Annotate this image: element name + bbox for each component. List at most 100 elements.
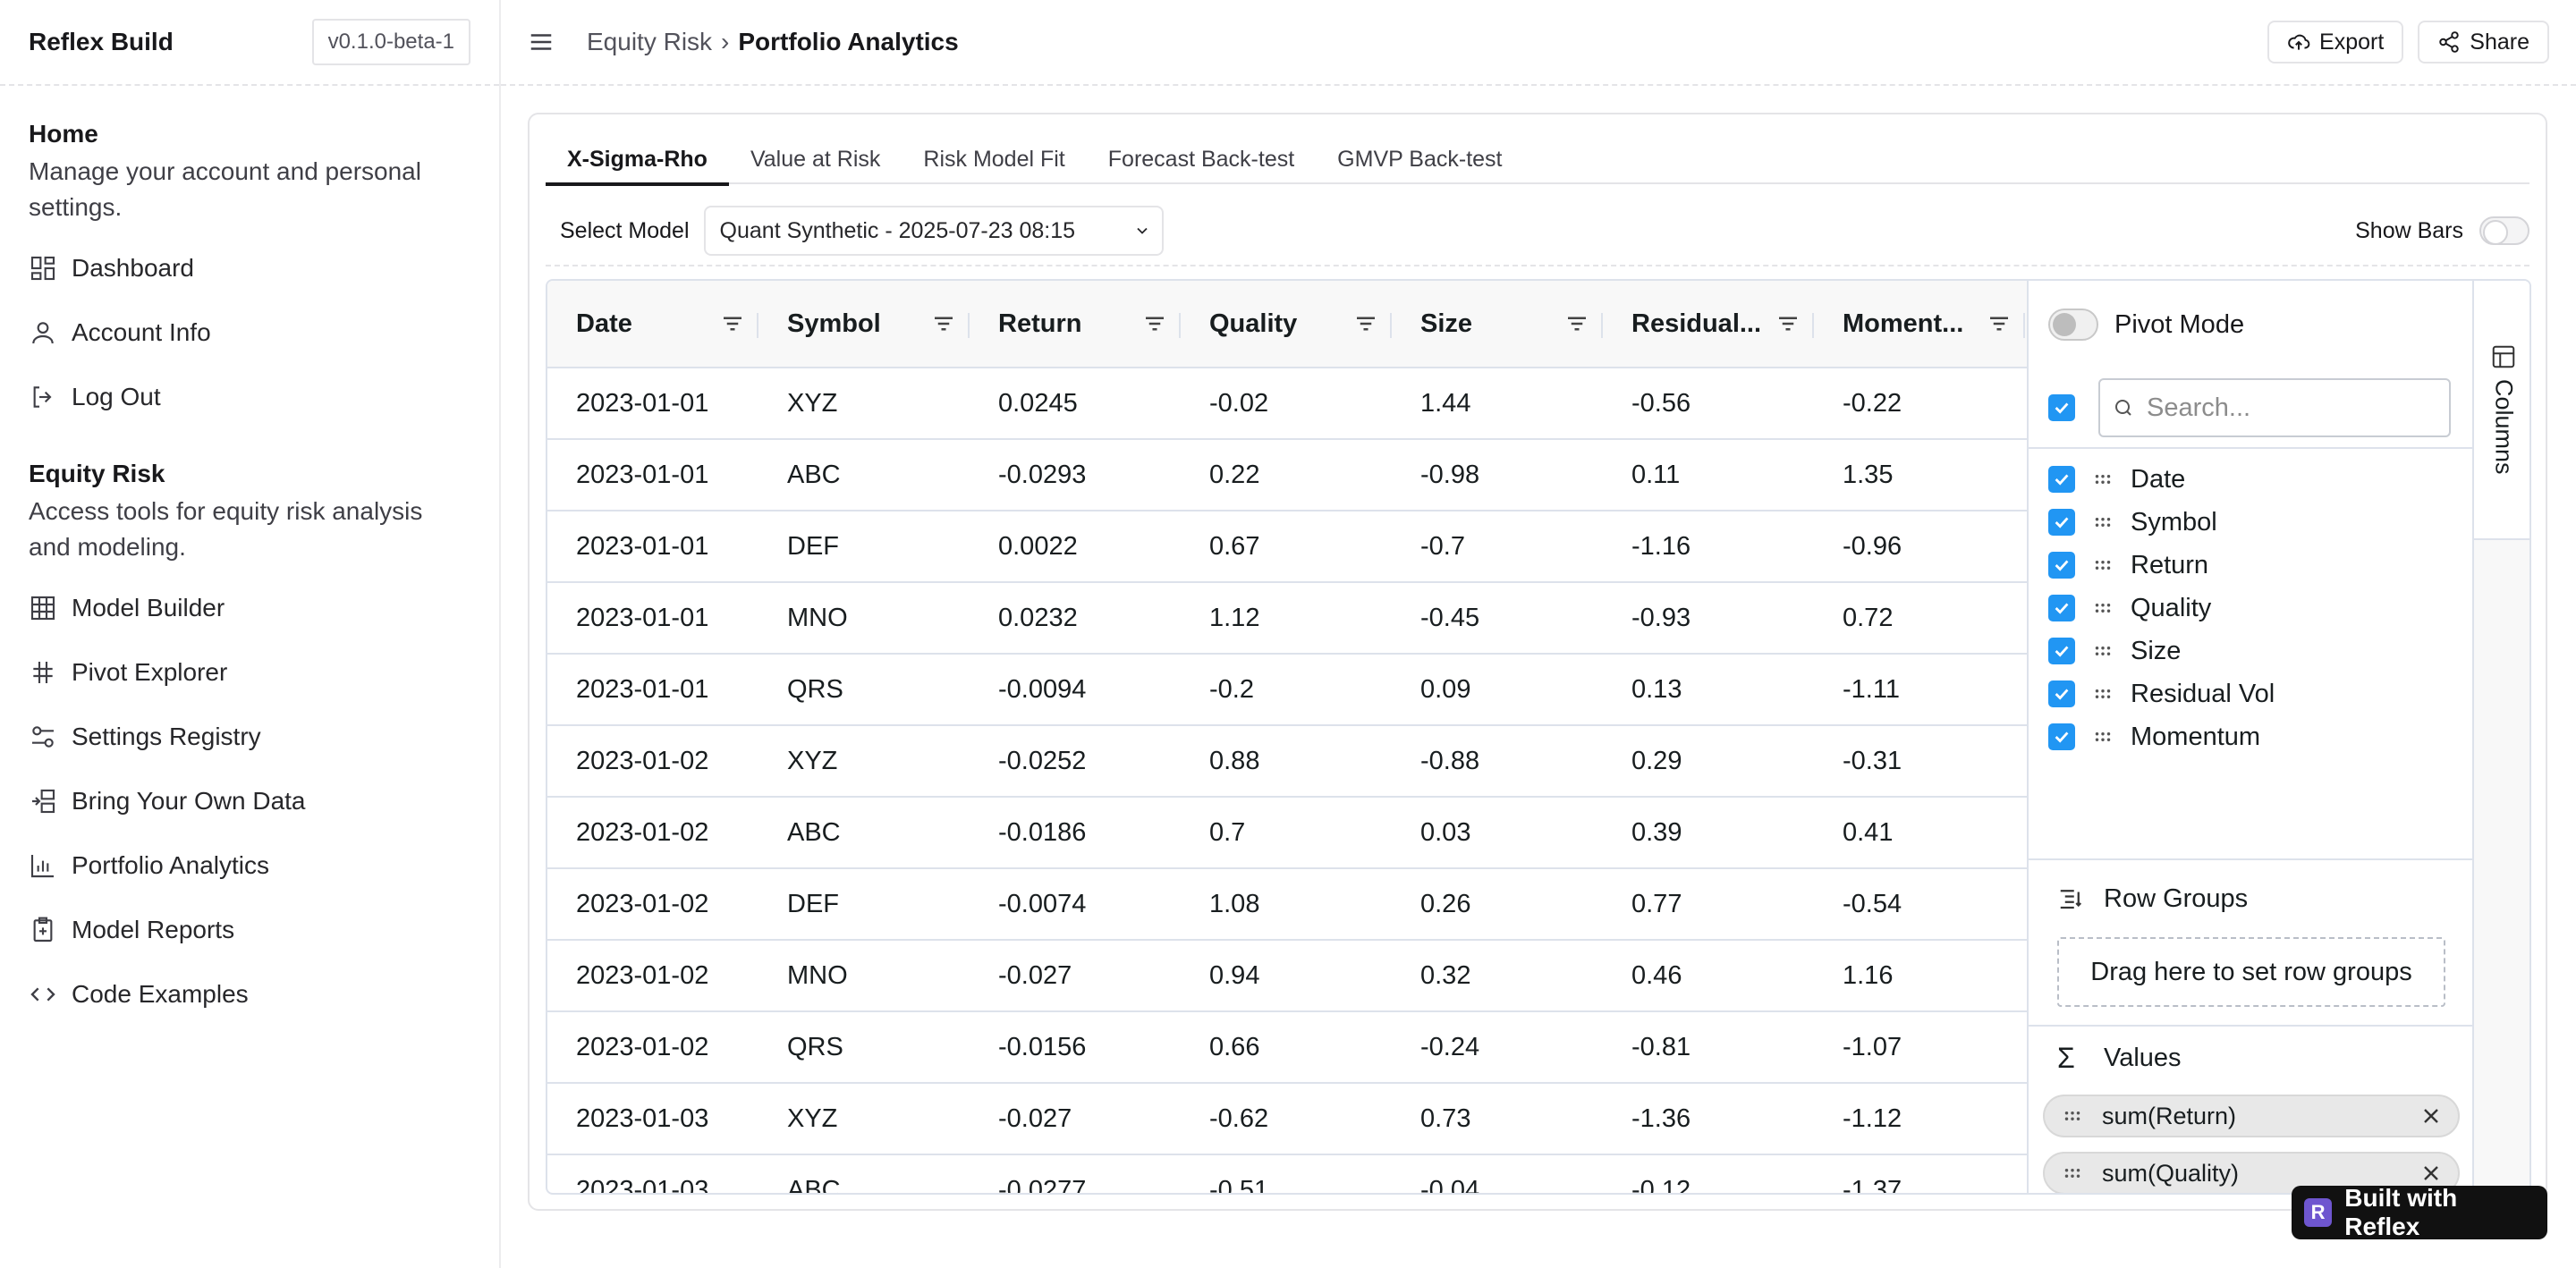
table-cell[interactable]: 0.22 [1209, 460, 1260, 489]
menu-icon[interactable] [528, 29, 555, 55]
table-cell[interactable]: 0.41 [1843, 817, 1894, 847]
app-brand[interactable]: Reflex Build [29, 28, 174, 55]
sidebar-item-pivot-explorer[interactable]: Pivot Explorer [29, 640, 470, 705]
table-row[interactable]: 2023-01-01 XYZ 0.0245 -0.02 1.44 -0.56 -0.22 [547, 368, 2030, 440]
table-cell[interactable]: 0.09 [1420, 674, 1471, 704]
table-cell[interactable]: 2023-01-02 [576, 817, 709, 847]
table-cell[interactable]: -0.54 [1843, 889, 1902, 918]
table-cell[interactable]: 0.94 [1209, 960, 1260, 990]
table-row[interactable]: 2023-01-01 QRS -0.0094 -0.2 0.09 0.13 -1.11 [547, 655, 2030, 726]
table-cell[interactable]: 0.29 [1631, 746, 1682, 775]
table-cell[interactable]: -0.02 [1209, 388, 1269, 418]
table-cell[interactable]: -0.12 [1631, 1175, 1691, 1195]
filter-icon[interactable] [930, 310, 957, 337]
table-cell[interactable]: -0.96 [1843, 531, 1902, 561]
table-cell[interactable]: -0.0094 [998, 674, 1087, 704]
table-cell[interactable]: -0.0156 [998, 1032, 1087, 1061]
table-row[interactable]: 2023-01-02 QRS -0.0156 0.66 -0.24 -0.81 -1.07 [547, 1012, 2030, 1084]
sidebar-item-model-builder[interactable]: Model Builder [29, 576, 470, 640]
table-cell[interactable]: 0.0022 [998, 531, 1078, 561]
sidebar-item-log-out[interactable]: Log Out [29, 365, 470, 429]
table-cell[interactable]: DEF [787, 531, 839, 561]
table-cell[interactable]: -1.37 [1843, 1175, 1902, 1195]
drag-handle-icon[interactable] [2091, 596, 2114, 620]
table-cell[interactable]: 1.44 [1420, 388, 1471, 418]
column-header[interactable]: Quality [1181, 281, 1392, 367]
table-cell[interactable]: 2023-01-03 [576, 1175, 709, 1195]
table-cell[interactable]: 0.11 [1631, 460, 1681, 489]
table-cell[interactable]: -0.93 [1631, 603, 1691, 632]
table-cell[interactable]: -0.0074 [998, 889, 1087, 918]
column-list-item[interactable]: Quality [2029, 587, 2474, 630]
drag-handle-icon[interactable] [2091, 725, 2114, 748]
column-header[interactable]: Symbol [758, 281, 970, 367]
table-cell[interactable]: -1.12 [1843, 1103, 1902, 1133]
table-cell[interactable]: -0.04 [1420, 1175, 1480, 1195]
table-cell[interactable]: -0.81 [1631, 1032, 1691, 1061]
table-cell[interactable]: -0.31 [1843, 746, 1902, 775]
column-checkbox[interactable] [2048, 595, 2075, 621]
column-search-input[interactable]: Search... [2098, 378, 2451, 437]
table-cell[interactable]: 0.13 [1631, 674, 1682, 704]
table-cell[interactable]: 0.39 [1631, 817, 1682, 847]
table-cell[interactable]: -0.51 [1209, 1175, 1269, 1195]
table-cell[interactable]: -0.56 [1631, 388, 1691, 418]
table-cell[interactable]: 2023-01-02 [576, 746, 709, 775]
column-list-item[interactable]: Momentum [2029, 715, 2474, 758]
table-cell[interactable]: -0.24 [1420, 1032, 1480, 1061]
share-button[interactable]: Share [2418, 21, 2549, 63]
table-cell[interactable]: 2023-01-03 [576, 1103, 709, 1133]
table-cell[interactable]: 2023-01-01 [576, 603, 709, 632]
built-with-reflex-badge[interactable]: R Built with Reflex [2292, 1184, 2547, 1240]
table-cell[interactable]: -0.027 [998, 960, 1072, 990]
column-header[interactable]: Return [970, 281, 1181, 367]
sidebar-item-code-examples[interactable]: Code Examples [29, 962, 470, 1027]
table-cell[interactable]: 0.66 [1209, 1032, 1260, 1061]
column-checkbox[interactable] [2048, 466, 2075, 493]
table-cell[interactable]: 1.16 [1843, 960, 1894, 990]
table-cell[interactable]: XYZ [787, 746, 838, 775]
table-cell[interactable]: MNO [787, 603, 848, 632]
tab-x-sigma-rho[interactable]: X-Sigma-Rho [546, 134, 729, 186]
table-row[interactable]: 2023-01-02 DEF -0.0074 1.08 0.26 0.77 -0.54 [547, 869, 2030, 941]
pivot-mode-toggle[interactable] [2048, 309, 2098, 341]
table-cell[interactable]: DEF [787, 889, 839, 918]
filter-icon[interactable] [1986, 310, 2012, 337]
drag-handle-icon[interactable] [2061, 1162, 2084, 1185]
table-cell[interactable]: XYZ [787, 388, 838, 418]
table-cell[interactable]: -0.22 [1843, 388, 1902, 418]
column-checkbox[interactable] [2048, 509, 2075, 536]
table-cell[interactable]: ABC [787, 460, 841, 489]
tab-risk-model-fit[interactable]: Risk Model Fit [923, 146, 1065, 172]
filter-icon[interactable] [1352, 310, 1379, 337]
filter-icon[interactable] [1141, 310, 1168, 337]
table-cell[interactable]: -1.11 [1843, 674, 1900, 704]
export-button[interactable]: Export [2267, 21, 2404, 63]
sidebar-item-model-reports[interactable]: Model Reports [29, 898, 470, 962]
table-cell[interactable]: 0.26 [1420, 889, 1471, 918]
table-cell[interactable]: 2023-01-01 [576, 460, 709, 489]
drag-handle-icon[interactable] [2061, 1104, 2084, 1128]
table-cell[interactable]: 1.08 [1209, 889, 1260, 918]
table-cell[interactable]: 0.0245 [998, 388, 1078, 418]
sidebar-item-account-info[interactable]: Account Info [29, 300, 470, 365]
show-bars-toggle[interactable] [2479, 216, 2529, 245]
table-cell[interactable]: 0.72 [1843, 603, 1894, 632]
table-row[interactable]: 2023-01-01 ABC -0.0293 0.22 -0.98 0.11 1.35 [547, 440, 2030, 511]
table-cell[interactable]: 2023-01-01 [576, 388, 709, 418]
table-cell[interactable]: MNO [787, 960, 848, 990]
table-cell[interactable]: -0.2 [1209, 674, 1254, 704]
column-checkbox[interactable] [2048, 723, 2075, 750]
table-cell[interactable]: 0.03 [1420, 817, 1471, 847]
table-cell[interactable]: XYZ [787, 1103, 838, 1133]
breadcrumb-parent[interactable]: Equity Risk [587, 28, 713, 55]
table-cell[interactable]: -1.36 [1631, 1103, 1691, 1133]
table-row[interactable]: 2023-01-02 MNO -0.027 0.94 0.32 0.46 1.16 [547, 941, 2030, 1012]
drag-handle-icon[interactable] [2091, 468, 2114, 491]
column-header[interactable]: Size [1392, 281, 1603, 367]
table-cell[interactable]: 0.7 [1209, 817, 1246, 847]
columns-side-tab[interactable]: Columns [2474, 281, 2529, 540]
table-cell[interactable]: 2023-01-02 [576, 1032, 709, 1061]
filter-icon[interactable] [1775, 310, 1801, 337]
section-title[interactable]: Equity Risk [29, 460, 165, 487]
